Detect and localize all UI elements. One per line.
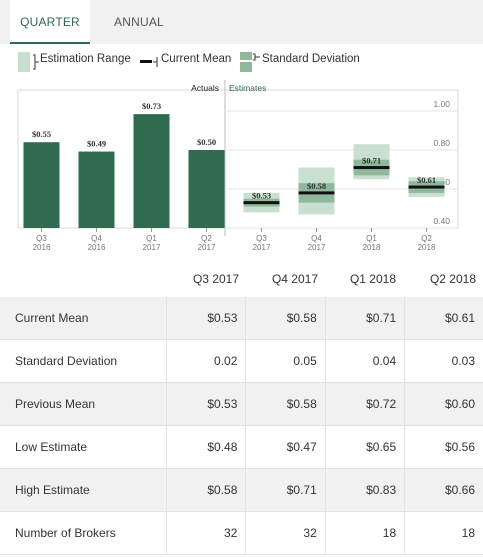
actual-bar-label: $0.49 bbox=[87, 139, 106, 149]
row-label: Low Estimate bbox=[0, 425, 167, 469]
row-label: Standard Deviation bbox=[0, 339, 167, 383]
table-row: Previous Mean $0.53 $0.58 $0.72 $0.60 bbox=[0, 382, 483, 426]
table-cell: $0.60 bbox=[404, 382, 483, 426]
tab-annual[interactable]: ANNUAL bbox=[114, 15, 164, 29]
x-tick-year: 2016 bbox=[88, 243, 106, 252]
row-label: Previous Mean bbox=[0, 382, 167, 426]
col-header-q3-2017: Q3 2017 bbox=[192, 272, 239, 286]
x-tick-quarter: Q2 bbox=[421, 234, 432, 243]
x-tick-year: 2018 bbox=[418, 243, 436, 252]
table-cell: $0.65 bbox=[324, 425, 405, 469]
table-cell: 32 bbox=[245, 511, 326, 555]
estimate-mean-label: $0.71 bbox=[362, 156, 381, 166]
table-row: Low Estimate $0.48 $0.47 $0.65 $0.56 bbox=[0, 425, 483, 469]
x-tick-year: 2017 bbox=[253, 243, 271, 252]
eps-chart: 1.000.800.600.40ActualsEstimates$0.55Q32… bbox=[17, 80, 459, 252]
table-cell: $0.72 bbox=[324, 382, 405, 426]
y-tick-label: 1.00 bbox=[433, 99, 450, 109]
table-cell: $0.53 bbox=[165, 297, 246, 340]
row-label: High Estimate bbox=[0, 468, 167, 512]
col-header-q2-2018: Q2 2018 bbox=[429, 272, 476, 286]
table-cell: $0.58 bbox=[165, 468, 246, 512]
legend-current-mean: Current Mean bbox=[140, 50, 240, 74]
current-mean-line bbox=[298, 191, 335, 195]
col-header-q1-2018: Q1 2018 bbox=[349, 272, 396, 286]
table-cell: $0.71 bbox=[324, 297, 405, 340]
col-header-q4-2017: Q4 2017 bbox=[271, 272, 318, 286]
period-tabs: QUARTER ANNUAL bbox=[0, 0, 483, 44]
actual-bar bbox=[133, 114, 170, 228]
current-mean-swatch-icon bbox=[140, 57, 158, 67]
table-cell: $0.48 bbox=[165, 425, 246, 469]
tab-quarter[interactable]: QUARTER bbox=[10, 0, 90, 44]
actual-bar bbox=[23, 142, 60, 228]
current-mean-line bbox=[408, 185, 445, 189]
estimate-mean-label: $0.53 bbox=[252, 191, 271, 201]
row-label: Number of Brokers bbox=[0, 511, 167, 555]
table-cell: 18 bbox=[324, 511, 405, 555]
actual-bar-label: $0.55 bbox=[32, 129, 51, 139]
x-tick-quarter: Q3 bbox=[36, 234, 47, 243]
table-row: Number of Brokers 32 32 18 18 bbox=[0, 511, 483, 555]
x-tick-quarter: Q1 bbox=[146, 234, 157, 243]
estimate-mean-label: $0.61 bbox=[417, 175, 436, 185]
standard-deviation-swatch-icon bbox=[240, 52, 260, 72]
legend-range-label: Estimation Range bbox=[40, 53, 131, 65]
table-cell: $0.58 bbox=[245, 382, 326, 426]
table-cell: 32 bbox=[165, 511, 246, 555]
estimate-mean-label: $0.58 bbox=[307, 181, 326, 191]
legend-mean-label: Current Mean bbox=[161, 53, 232, 65]
x-tick-year: 2016 bbox=[33, 243, 51, 252]
legend-estimation-range: Estimation Range bbox=[18, 50, 138, 74]
estimates-section-label: Estimates bbox=[229, 83, 266, 93]
table-cell: 18 bbox=[404, 511, 483, 555]
x-tick-quarter: Q2 bbox=[201, 234, 212, 243]
current-mean-line bbox=[243, 201, 280, 205]
table-row: Standard Deviation 0.02 0.05 0.04 0.03 bbox=[0, 339, 483, 383]
table-cell: $0.56 bbox=[404, 425, 483, 469]
table-cell: $0.58 bbox=[245, 297, 326, 340]
actual-bar-label: $0.73 bbox=[142, 101, 161, 111]
x-tick-quarter: Q4 bbox=[311, 234, 322, 243]
estimation-range-swatch-icon bbox=[18, 52, 39, 72]
actual-bar-label: $0.50 bbox=[197, 137, 216, 147]
x-tick-year: 2017 bbox=[198, 243, 216, 252]
y-tick-label: 0.80 bbox=[433, 138, 450, 148]
x-tick-year: 2017 bbox=[308, 243, 326, 252]
table-cell: $0.61 bbox=[404, 297, 483, 340]
x-tick-quarter: Q1 bbox=[366, 234, 377, 243]
table-row: High Estimate $0.58 $0.71 $0.83 $0.66 bbox=[0, 468, 483, 512]
table-cell: 0.02 bbox=[165, 339, 246, 383]
current-mean-line bbox=[353, 166, 390, 170]
legend-std-label: Standard Deviation bbox=[262, 53, 360, 65]
table-cell: $0.66 bbox=[404, 468, 483, 512]
table-cell: $0.47 bbox=[245, 425, 326, 469]
x-tick-year: 2018 bbox=[363, 243, 381, 252]
table-cell: 0.03 bbox=[404, 339, 483, 383]
table-cell: $0.71 bbox=[245, 468, 326, 512]
legend-standard-deviation: Standard Deviation bbox=[240, 50, 390, 74]
y-tick-label: 0.40 bbox=[433, 216, 450, 226]
estimates-table: Current Mean $0.53 $0.58 $0.71 $0.61 Sta… bbox=[0, 297, 483, 555]
table-row: Current Mean $0.53 $0.58 $0.71 $0.61 bbox=[0, 297, 483, 340]
actual-bar bbox=[188, 150, 225, 228]
table-cell: $0.53 bbox=[165, 382, 246, 426]
actual-bar bbox=[78, 151, 115, 228]
row-label: Current Mean bbox=[0, 297, 167, 340]
actuals-section-label: Actuals bbox=[191, 83, 219, 93]
x-tick-year: 2017 bbox=[143, 243, 161, 252]
x-tick-quarter: Q3 bbox=[256, 234, 267, 243]
table-cell: 0.05 bbox=[245, 339, 326, 383]
table-cell: 0.04 bbox=[324, 339, 405, 383]
x-tick-quarter: Q4 bbox=[91, 234, 102, 243]
table-cell: $0.83 bbox=[324, 468, 405, 512]
